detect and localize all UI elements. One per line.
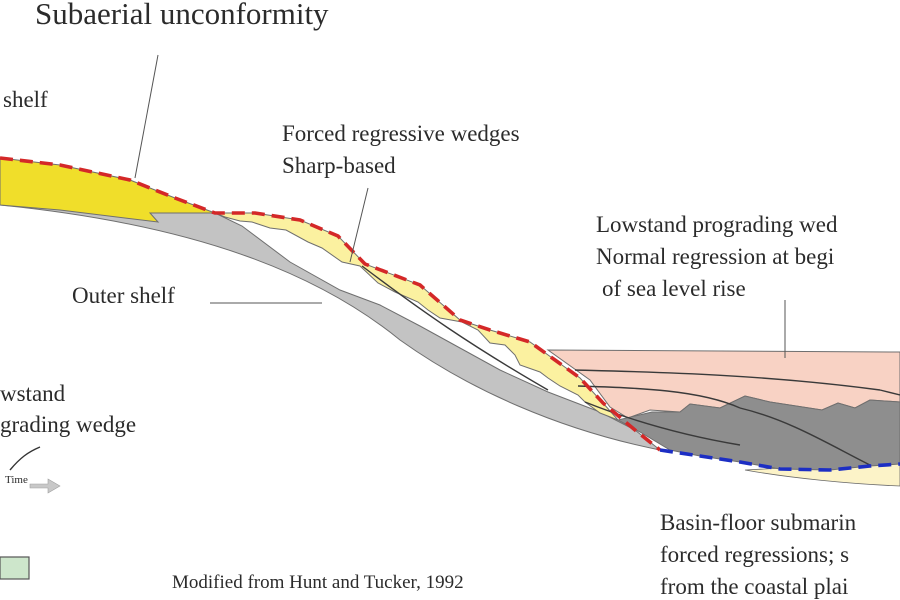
subaerial-unconformity-line (0, 156, 662, 452)
label-leader-lines (134, 54, 786, 358)
label-forced-wedges-2: Sharp-based (282, 153, 396, 178)
label-basin-floor-1: Basin-floor submarin (660, 510, 857, 535)
label-left-lowstand-1: wstand (0, 381, 66, 406)
basin-dark-fill (616, 395, 900, 471)
label-lowstand-prograding-2: Normal regression at begi (596, 244, 834, 269)
internal-bedding-lines (361, 265, 900, 466)
label-time: Time (5, 474, 28, 486)
label-left-lowstand-2: grading wedge (0, 412, 136, 437)
label-lowstand-prograding-3: of sea level rise (602, 276, 746, 301)
label-credit: Modified from Hunt and Tucker, 1992 (172, 572, 464, 593)
forced-regressive-wedges (214, 212, 619, 421)
outer-shelf-body (0, 204, 661, 451)
time-axis (9, 446, 61, 494)
legend-swatch-green (0, 556, 30, 580)
upper-shelf-wedge (0, 157, 216, 223)
label-outer-shelf: Outer shelf (72, 283, 175, 308)
basin-unconformity-line (659, 448, 900, 472)
label-shelf: shelf (3, 87, 48, 112)
label-basin-floor-2: forced regressions; s (660, 542, 849, 567)
label-forced-wedges-1: Forced regressive wedges (282, 121, 520, 146)
label-lowstand-prograding-1: Lowstand prograding wed (596, 212, 838, 237)
label-basin-floor-3: from the coastal plai (660, 574, 848, 599)
label-subaerial-unconformity: Subaerial unconformity (35, 0, 329, 31)
